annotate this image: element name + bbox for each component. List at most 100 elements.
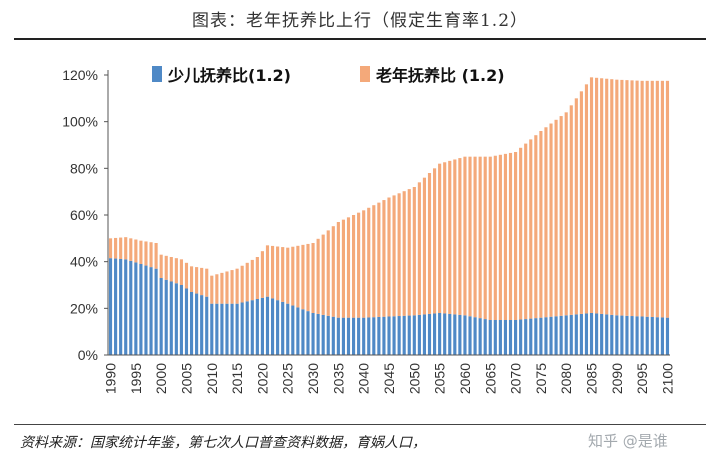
bar-elderly-2043	[377, 202, 381, 317]
bar-youth-2072	[524, 319, 528, 355]
bar-elderly-2037	[346, 217, 351, 318]
bar-youth-2046	[392, 316, 396, 355]
y-tick-label: 60%	[70, 207, 98, 223]
bar-elderly-2025	[286, 247, 290, 304]
bar-youth-2058	[453, 314, 457, 355]
bar-youth-1990	[108, 258, 113, 355]
bar-youth-2005	[184, 288, 189, 355]
bar-youth-2000	[159, 278, 163, 355]
bar-elderly-2002	[169, 257, 173, 282]
bar-youth-2095	[640, 316, 644, 355]
bar-elderly-2049	[407, 189, 411, 316]
bar-elderly-2099	[660, 80, 664, 318]
bar-elderly-1996	[139, 240, 143, 264]
bar-elderly-2039	[357, 212, 361, 318]
bar-youth-2031	[316, 313, 320, 355]
bar-youth-2083	[579, 313, 583, 355]
bar-youth-2033	[326, 315, 330, 355]
bar-elderly-1998	[149, 242, 153, 268]
bar-youth-2030	[311, 313, 315, 355]
bar-elderly-2062	[473, 156, 477, 318]
bar-youth-2055	[438, 313, 442, 355]
bar-elderly-2068	[503, 153, 508, 320]
bar-youth-1995	[134, 262, 138, 355]
y-tick-label: 20%	[70, 300, 98, 316]
bar-elderly-2030	[311, 243, 315, 313]
bar-youth-2067	[498, 320, 502, 355]
bar-youth-2011	[215, 303, 219, 355]
bar-youth-2091	[620, 315, 624, 355]
bar-elderly-2013	[225, 271, 229, 304]
x-tick-label: 2075	[533, 363, 549, 394]
bar-elderly-2038	[351, 215, 356, 318]
y-tick-label: 0%	[78, 347, 98, 363]
bar-youth-2074	[534, 318, 538, 355]
bar-youth-2016	[240, 302, 244, 355]
bar-youth-2001	[164, 279, 168, 355]
bar-elderly-2063	[478, 156, 482, 319]
bar-elderly-1992	[119, 237, 123, 259]
bar-elderly-2047	[397, 193, 401, 317]
bar-elderly-2041	[367, 207, 371, 318]
x-tick-label: 2100	[659, 363, 675, 394]
bar-youth-2099	[660, 317, 664, 355]
bar-youth-2042	[372, 317, 376, 355]
bar-elderly-2044	[382, 200, 386, 317]
bar-youth-1997	[144, 265, 148, 355]
bar-elderly-1999	[154, 243, 158, 269]
x-tick-label: 2040	[356, 363, 372, 394]
bar-elderly-1990	[108, 238, 113, 259]
bar-youth-2087	[600, 313, 604, 355]
bar-elderly-2087	[600, 78, 604, 314]
bar-elderly-2007	[195, 267, 199, 294]
x-tick-label: 2060	[457, 363, 473, 394]
bar-youth-2049	[407, 315, 411, 355]
bar-elderly-2079	[559, 116, 563, 316]
bar-elderly-2021	[265, 245, 270, 297]
bar-youth-2084	[584, 313, 589, 355]
bar-youth-2086	[595, 313, 599, 355]
legend-swatch-elderly	[360, 66, 370, 82]
bar-youth-2017	[245, 301, 249, 355]
bar-youth-2020	[260, 297, 264, 355]
bar-elderly-2034	[331, 226, 335, 317]
bar-youth-2010	[210, 303, 214, 355]
bar-youth-2085	[589, 313, 594, 355]
bar-elderly-1997	[144, 241, 148, 266]
bar-elderly-2056	[443, 162, 447, 314]
bar-elderly-2072	[524, 143, 528, 320]
bar-elderly-2019	[255, 257, 259, 299]
bar-youth-1996	[139, 264, 143, 355]
bar-elderly-1993	[124, 237, 128, 260]
bar-youth-2025	[286, 303, 290, 355]
x-tick-label: 2005	[178, 363, 194, 394]
y-axis: 0% 20% 40% 60% 80% 100% 120%	[62, 67, 109, 363]
page-title: 图表：老年抚养比上行（假定生育率1.2）	[191, 11, 529, 31]
bar-youth-2063	[478, 318, 482, 355]
bar-youth-2090	[615, 315, 619, 355]
bar-elderly-2020	[260, 251, 264, 298]
bar-elderly-1991	[114, 237, 118, 259]
bar-elderly-2094	[635, 80, 639, 317]
bar-elderly-2050	[412, 187, 416, 316]
bar-youth-2035	[336, 317, 340, 355]
bar-youth-2043	[377, 316, 381, 355]
bar-youth-2053	[427, 313, 432, 355]
bar-elderly-2100	[665, 80, 670, 318]
bar-youth-2066	[493, 320, 497, 355]
bar-elderly-2069	[508, 152, 513, 320]
bar-youth-2021	[265, 296, 270, 355]
bar-elderly-2057	[448, 160, 452, 314]
bar-youth-2014	[230, 303, 234, 355]
x-tick-label: 1995	[128, 363, 144, 394]
bar-elderly-2046	[392, 195, 396, 317]
bar-youth-1993	[124, 259, 128, 355]
bar-elderly-2052	[422, 177, 427, 315]
bar-youth-2026	[291, 305, 295, 355]
bar-youth-2051	[417, 314, 421, 355]
bar-elderly-2061	[468, 156, 472, 317]
bar-elderly-2005	[184, 262, 189, 289]
legend: 少儿抚养比(1.2) 老年抚养比 (1.2)	[152, 66, 505, 85]
bar-elderly-2065	[488, 156, 492, 320]
y-tick-label: 80%	[70, 160, 98, 176]
